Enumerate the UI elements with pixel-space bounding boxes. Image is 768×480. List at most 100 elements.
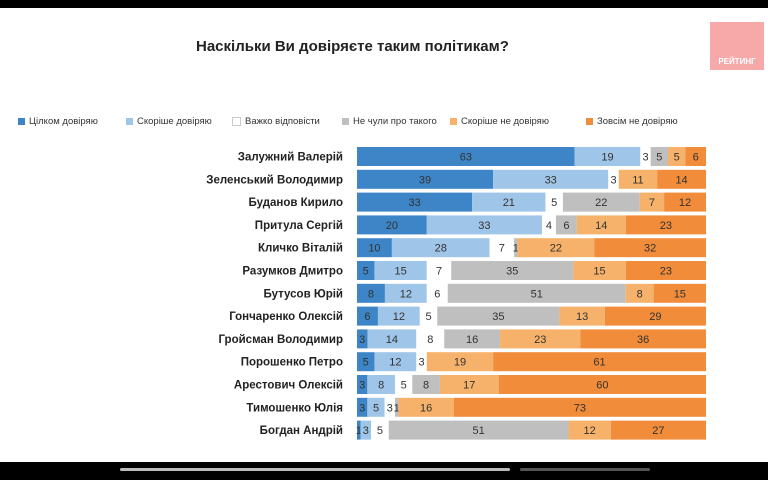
data-label: 3: [387, 402, 393, 414]
data-label: 20: [386, 220, 398, 232]
data-label: 15: [395, 266, 407, 278]
bar-segment: [576, 215, 626, 235]
bar-segment: [439, 375, 499, 394]
chart-title: Наскільки Ви довіряєте таким політикам?: [196, 38, 509, 55]
bar-segment: [357, 261, 375, 280]
bar-segment: [517, 238, 595, 258]
bar-segment: [395, 397, 399, 417]
data-label: 16: [466, 334, 478, 346]
video-progress-track[interactable]: [120, 468, 510, 471]
bar-segment: [653, 283, 706, 303]
row-label: Буданов Кирило: [248, 197, 343, 209]
bar-segment: [625, 215, 706, 235]
data-label: 23: [660, 220, 672, 232]
data-label: 3: [363, 425, 369, 437]
bar-segment: [437, 306, 560, 326]
data-label: 33: [478, 220, 490, 232]
bar-segment: [493, 352, 706, 372]
row-label: Тимошенко Юлія: [246, 402, 343, 414]
bar-segment: [388, 420, 569, 440]
legend-item: Цілком довіряю: [18, 114, 98, 128]
row-label: Залужний Валерій: [238, 152, 343, 164]
logo-text: РЕЙТИНГ: [718, 57, 756, 66]
bar-segment: [453, 397, 706, 417]
data-label: 3: [359, 380, 365, 392]
bar-segment: [657, 169, 706, 189]
data-label: 36: [637, 334, 649, 346]
legend-swatch: [126, 117, 133, 125]
legend-swatch: [18, 117, 25, 125]
data-label: 15: [674, 288, 686, 300]
data-label: 23: [660, 266, 672, 278]
legend-label: Зовсім не довіряю: [597, 115, 678, 127]
bar-segment: [650, 147, 668, 166]
bar-segment: [545, 192, 563, 212]
legend-label: Не чули про такого: [353, 115, 437, 127]
data-label: 61: [593, 357, 605, 369]
bar-segment: [562, 192, 640, 212]
row-label: Кличко Віталій: [258, 243, 343, 255]
bar-segment: [384, 397, 396, 417]
bar-segment: [500, 329, 581, 349]
data-label: 8: [378, 380, 384, 392]
bar-segment: [498, 375, 706, 394]
bar-segment: [367, 397, 385, 417]
data-label: 21: [503, 197, 515, 209]
legend-label: Скоріше не довіряю: [461, 115, 549, 127]
legend-swatch: [342, 117, 349, 125]
bar-segment: [594, 238, 706, 258]
row-label: Бутусов Юрій: [263, 288, 343, 300]
bar-segment: [493, 169, 609, 189]
bar-segment: [357, 192, 473, 212]
legend-item: Не чули про такого: [342, 114, 437, 128]
bar-segment: [357, 283, 385, 303]
data-label: 5: [373, 402, 379, 414]
row-label: Арестович Олексій: [234, 380, 343, 392]
bar-segment: [640, 147, 651, 166]
legend-item: Важко відповісти: [232, 114, 320, 128]
data-label: 33: [545, 174, 557, 186]
data-label: 73: [574, 402, 586, 414]
data-label: 51: [472, 425, 484, 437]
legend-item: Скоріше не довіряю: [450, 114, 549, 128]
bar-segment: [357, 147, 575, 166]
bar-segment: [608, 169, 619, 189]
bar-segment: [357, 329, 368, 349]
bar-segment: [667, 147, 686, 166]
row-label: Разумков Дмитро: [242, 266, 343, 278]
data-label: 5: [551, 197, 557, 209]
bar-segment: [367, 329, 417, 349]
bar-segment: [374, 352, 417, 372]
bar-segment: [625, 261, 706, 280]
data-label: 12: [584, 425, 596, 437]
data-label: 3: [359, 334, 365, 346]
data-label: 13: [576, 311, 588, 323]
data-label: 4: [546, 220, 552, 232]
bar-segment: [367, 375, 396, 394]
data-label: 1: [513, 243, 519, 255]
data-label: 19: [601, 152, 613, 164]
data-label: 8: [427, 334, 433, 346]
bar-segment: [357, 238, 392, 258]
data-label: 5: [377, 425, 383, 437]
bar-segment: [357, 375, 368, 394]
data-label: 14: [595, 220, 607, 232]
bar-segment: [541, 215, 556, 235]
bar-segment: [580, 329, 706, 349]
data-label: 3: [610, 174, 616, 186]
data-label: 12: [400, 288, 412, 300]
bar-segment: [639, 192, 665, 212]
bar-segment: [426, 215, 542, 235]
legend-item: Скоріше довіряю: [126, 114, 212, 128]
bar-segment: [357, 215, 427, 235]
data-label: 12: [679, 197, 691, 209]
rating-logo: РЕЙТИНГ: [710, 22, 764, 70]
data-label: 19: [454, 357, 466, 369]
row-label: Притула Сергій: [255, 220, 343, 232]
bar-segment: [555, 215, 577, 235]
bar-segment: [357, 397, 368, 417]
data-label: 32: [644, 243, 656, 255]
bar-segment: [426, 283, 448, 303]
data-label: 29: [649, 311, 661, 323]
data-label: 3: [359, 402, 365, 414]
